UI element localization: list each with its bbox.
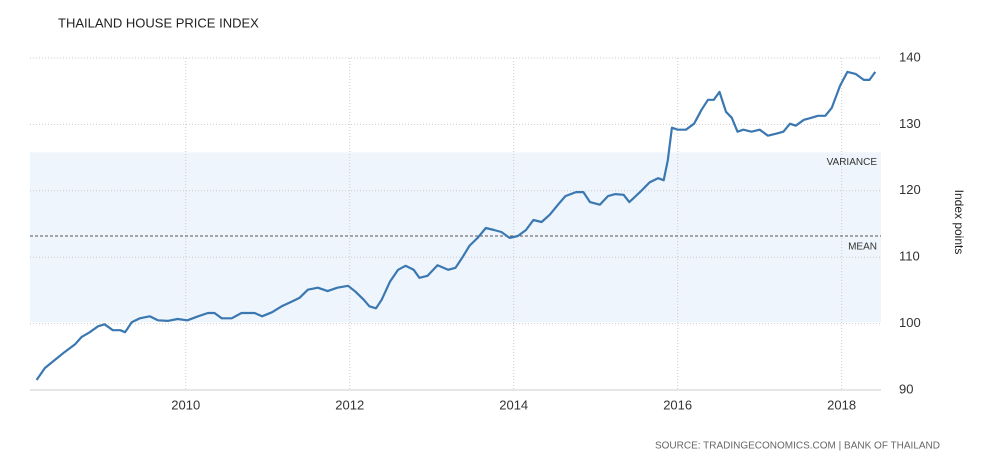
y-tick-label: 90 <box>899 381 913 396</box>
chart-title: THAILAND HOUSE PRICE INDEX <box>58 15 259 30</box>
y-axis-label: Index points <box>952 190 966 255</box>
variance-band <box>30 152 881 323</box>
x-tick-label: 2018 <box>827 397 856 412</box>
variance-label: VARIANCE <box>827 157 878 168</box>
y-tick-label: 110 <box>899 249 920 264</box>
y-tick-label: 130 <box>899 116 921 131</box>
y-tick-label: 100 <box>899 315 921 330</box>
x-tick-label: 2014 <box>499 397 528 412</box>
x-tick-label: 2010 <box>171 397 200 412</box>
y-tick-label: 140 <box>899 49 921 64</box>
source: SOURCE: TRADINGECONOMICS.COM | BANK OF T… <box>655 441 940 452</box>
series-line <box>35 70 877 381</box>
mean-label: MEAN <box>848 242 877 253</box>
x-tick-label: 2012 <box>335 397 364 412</box>
x-tick-label: 2016 <box>663 397 692 412</box>
y-tick-label: 120 <box>899 182 921 197</box>
